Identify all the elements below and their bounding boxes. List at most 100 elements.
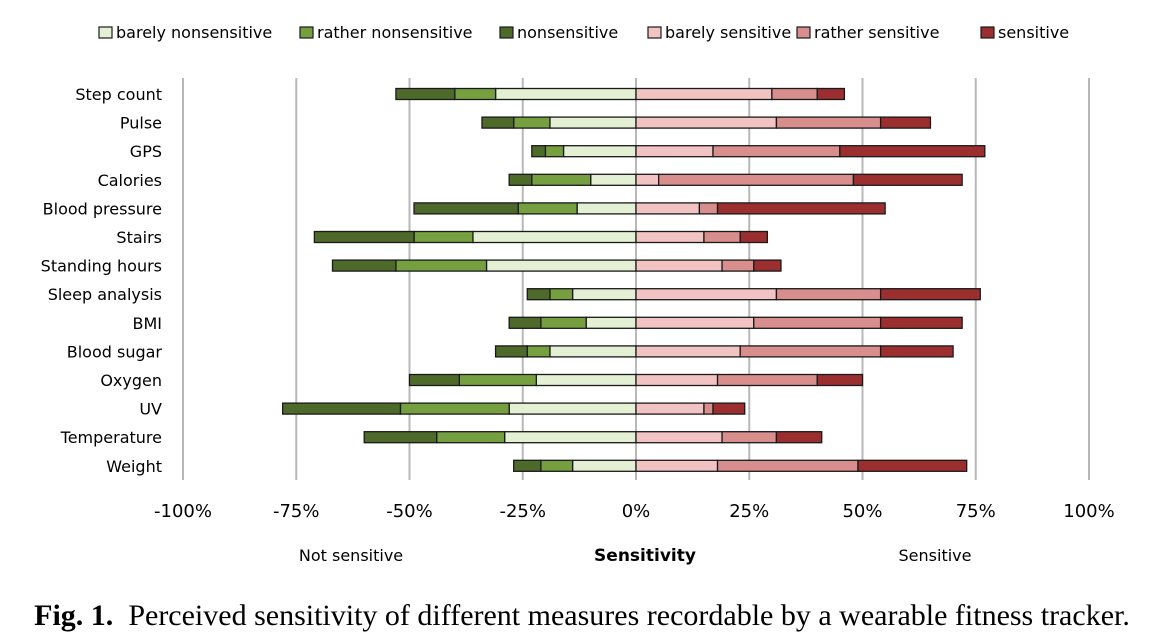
bar-stairs-sensitive	[739, 230, 769, 244]
x-axis-label-right: Sensitive	[899, 546, 972, 565]
bar-uv-rather-sensitive	[703, 402, 714, 415]
bar-pulse-barely-nonsensitive	[549, 116, 637, 129]
category-label-step-count: Step count	[75, 85, 162, 104]
x-tick-label: -100%	[154, 501, 212, 522]
legend-label-sensitive: sensitive	[998, 23, 1069, 42]
bar-uv-sensitive	[712, 402, 746, 415]
bar-gps-barely-nonsensitive	[562, 145, 637, 158]
x-axis-label-left: Not sensitive	[299, 546, 403, 565]
category-label-temperature: Temperature	[60, 428, 162, 447]
bar-temperature-sensitive	[775, 431, 823, 444]
x-tick-label: -50%	[386, 501, 433, 522]
bar-weight-barely-sensitive	[635, 459, 719, 472]
bar-sleep-analysis-nonsensitive	[526, 288, 551, 301]
x-tick-label: 25%	[729, 501, 769, 522]
bar-blood-sugar-nonsensitive	[494, 345, 528, 358]
bar-sleep-analysis-sensitive	[879, 288, 981, 301]
legend-label-barely-nonsensitive: barely nonsensitive	[116, 23, 272, 42]
bar-blood-sugar-rather-sensitive	[739, 345, 882, 358]
category-label-standing-hours: Standing hours	[41, 257, 162, 276]
bar-oxygen-sensitive	[816, 373, 864, 387]
legend-swatch-rather-sensitive	[796, 26, 811, 39]
category-label-uv: UV	[139, 400, 162, 419]
category-label-gps: GPS	[130, 142, 162, 161]
bar-uv-barely-sensitive	[635, 402, 705, 415]
bar-blood-pressure-rather-nonsensitive	[517, 202, 578, 215]
bar-sleep-analysis-barely-nonsensitive	[571, 288, 637, 301]
bar-calories-nonsensitive	[508, 173, 533, 186]
bar-bmi-barely-nonsensitive	[585, 316, 637, 329]
category-label-blood-sugar: Blood sugar	[67, 342, 163, 361]
caption-text: Perceived sensitivity of different measu…	[128, 599, 1130, 632]
bar-weight-barely-nonsensitive	[571, 459, 637, 472]
legend-swatch-sensitive	[980, 26, 995, 39]
x-axis-title: Sensitivity	[594, 546, 696, 566]
category-label-pulse: Pulse	[120, 114, 162, 133]
bar-weight-rather-sensitive	[716, 459, 859, 472]
bar-temperature-barely-nonsensitive	[503, 431, 637, 444]
bar-gps-nonsensitive	[531, 145, 547, 158]
bars	[282, 87, 986, 472]
x-tick-label: -25%	[499, 501, 546, 522]
bar-oxygen-rather-sensitive	[716, 373, 818, 387]
bar-stairs-barely-sensitive	[635, 230, 705, 244]
category-label-sleep-analysis: Sleep analysis	[48, 285, 162, 304]
bar-standing-hours-sensitive	[753, 259, 782, 272]
bar-stairs-barely-nonsensitive	[472, 230, 637, 244]
chart: barely nonsensitive rather nonsensitive no…	[41, 23, 1115, 566]
bar-oxygen-barely-nonsensitive	[535, 373, 637, 387]
bar-standing-hours-nonsensitive	[331, 259, 397, 272]
bar-pulse-barely-sensitive	[635, 116, 778, 129]
bar-stairs-nonsensitive	[313, 230, 415, 244]
bar-blood-sugar-rather-nonsensitive	[526, 345, 551, 358]
bar-oxygen-barely-sensitive	[635, 373, 719, 387]
bar-step-count-barely-sensitive	[635, 87, 773, 101]
bar-blood-pressure-barely-nonsensitive	[576, 202, 637, 215]
x-tick-label: 50%	[842, 501, 882, 522]
category-label-bmi: BMI	[133, 314, 163, 333]
x-tick-labels: -100% -75% -50% -25% 0% 25% 50% 75% 100%	[154, 501, 1115, 522]
bar-step-count-rather-nonsensitive	[454, 87, 497, 101]
bar-standing-hours-rather-sensitive	[721, 259, 755, 272]
legend-swatch-rather-nonsensitive	[299, 26, 314, 39]
bar-bmi-nonsensitive	[508, 316, 542, 329]
bar-uv-barely-nonsensitive	[508, 402, 637, 415]
bar-standing-hours-rather-nonsensitive	[395, 259, 488, 272]
bar-weight-nonsensitive	[513, 459, 542, 472]
bar-uv-nonsensitive	[282, 402, 402, 415]
bar-calories-rather-sensitive	[658, 173, 855, 186]
bar-temperature-rather-sensitive	[721, 431, 778, 444]
bar-gps-rather-nonsensitive	[544, 145, 565, 158]
category-label-weight: Weight	[106, 457, 162, 476]
bar-sleep-analysis-rather-sensitive	[775, 288, 882, 301]
bar-uv-rather-nonsensitive	[399, 402, 510, 415]
bar-calories-rather-nonsensitive	[531, 173, 592, 186]
x-tick-label: 75%	[956, 501, 996, 522]
legend-swatch-barely-nonsensitive	[98, 26, 113, 39]
bar-sleep-analysis-rather-nonsensitive	[549, 288, 574, 301]
bar-bmi-sensitive	[879, 316, 963, 329]
bar-gps-rather-sensitive	[712, 145, 841, 158]
category-label-oxygen: Oxygen	[100, 371, 162, 390]
x-tick-label: 100%	[1063, 501, 1114, 522]
legend-swatch-barely-sensitive	[647, 26, 662, 39]
legend-label-barely-sensitive: barely sensitive	[665, 23, 791, 42]
bar-step-count-sensitive	[816, 87, 846, 101]
caption-label: Fig. 1.	[34, 599, 114, 632]
bar-blood-pressure-nonsensitive	[413, 202, 519, 215]
bar-bmi-rather-nonsensitive	[540, 316, 587, 329]
x-tick-label: -75%	[273, 501, 320, 522]
bar-bmi-barely-sensitive	[635, 316, 755, 329]
bar-temperature-barely-sensitive	[635, 431, 723, 444]
legend-label-rather-nonsensitive: rather nonsensitive	[317, 23, 473, 42]
bar-temperature-rather-nonsensitive	[436, 431, 506, 444]
legend-swatch-nonsensitive	[499, 26, 514, 39]
bar-bmi-rather-sensitive	[753, 316, 882, 329]
bar-pulse-rather-nonsensitive	[513, 116, 551, 129]
bar-oxygen-nonsensitive	[408, 373, 460, 387]
legend-label-nonsensitive: nonsensitive	[517, 23, 618, 42]
category-labels: Step count Pulse GPS Calories Blood pressure…	[41, 85, 163, 476]
bar-blood-pressure-sensitive	[716, 202, 886, 215]
bar-weight-rather-nonsensitive	[540, 459, 574, 472]
bar-standing-hours-barely-nonsensitive	[485, 259, 637, 272]
